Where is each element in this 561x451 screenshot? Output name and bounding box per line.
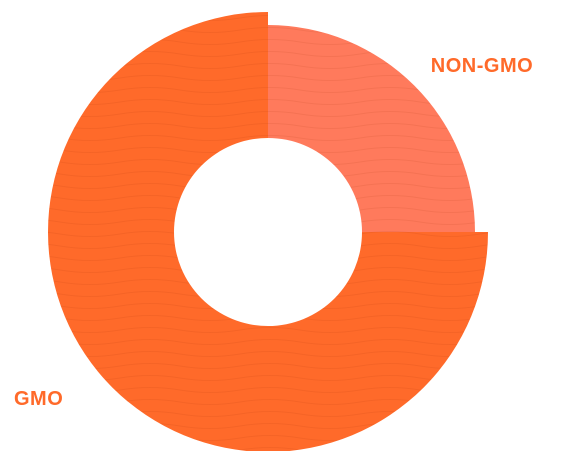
slice-texture	[48, 12, 488, 451]
slice-label-non-gmo: NON-GMO	[431, 55, 533, 77]
slice-label-gmo: GMO	[14, 388, 63, 410]
slice-texture	[268, 25, 475, 232]
